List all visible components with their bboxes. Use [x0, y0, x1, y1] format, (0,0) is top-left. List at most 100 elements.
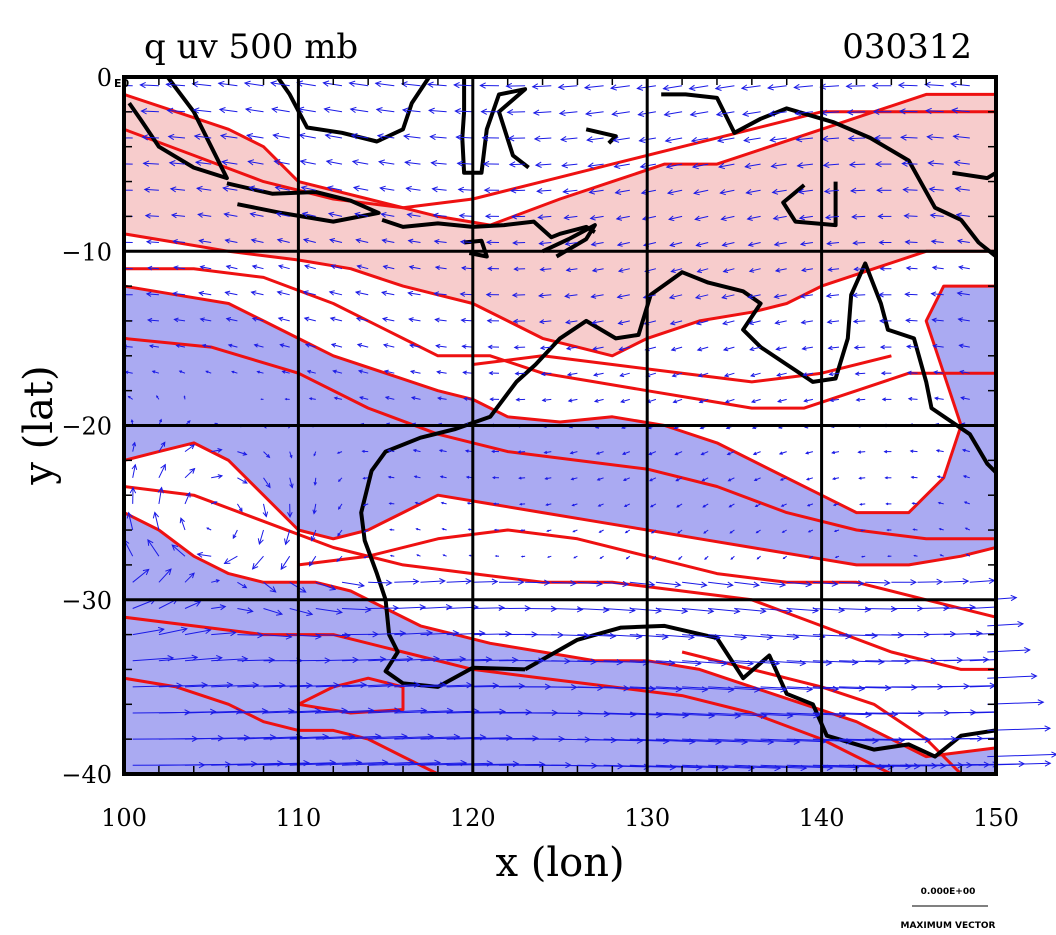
- wind-vector: [873, 134, 892, 142]
- wind-vector-shaft: [943, 606, 975, 609]
- wind-vector-shaft: [905, 293, 918, 296]
- wind-vector: [237, 477, 248, 484]
- wind-vector-shaft: [277, 239, 290, 243]
- wind-vector: [482, 160, 500, 168]
- wind-vector-shaft: [454, 84, 473, 87]
- wind-vector-head: [409, 343, 415, 349]
- wind-vector: [223, 555, 238, 565]
- wind-vector-shaft: [462, 267, 473, 270]
- wind-vector: [432, 212, 447, 219]
- wind-vector: [854, 371, 866, 376]
- wind-vector-head: [250, 290, 257, 296]
- wind-vector: [287, 503, 293, 519]
- wind-vector-shaft: [798, 189, 813, 193]
- wind-vector-shaft: [829, 372, 840, 375]
- wind-vector-head: [609, 84, 617, 91]
- wind-vector-head: [201, 343, 207, 348]
- wind-vector-shaft: [750, 372, 761, 377]
- wind-vector-head: [777, 398, 782, 403]
- wind-vector: [794, 109, 813, 117]
- wind-vector-shaft: [838, 686, 891, 689]
- wind-vector-shaft: [847, 111, 866, 113]
- wind-vector-head: [924, 81, 931, 88]
- wind-vector-head: [768, 110, 776, 117]
- wind-vector-head: [533, 135, 541, 142]
- wind-vector-shaft: [383, 344, 395, 348]
- wind-vector-shaft: [957, 240, 970, 243]
- wind-vector-head: [148, 344, 154, 349]
- wind-vector: [408, 265, 421, 270]
- wind-vector-head: [933, 370, 938, 375]
- wind-vector: [655, 581, 682, 588]
- wind-vector-head: [886, 528, 889, 532]
- plot-area: [124, 77, 996, 774]
- wind-vector: [487, 344, 500, 350]
- wind-vector-shaft: [446, 658, 492, 662]
- wind-vector: [302, 290, 316, 296]
- wind-vector-head: [636, 84, 644, 91]
- wind-vector-head: [260, 398, 263, 401]
- wind-vector-shaft: [324, 108, 343, 113]
- wind-vector: [734, 738, 801, 745]
- y-tick-label: −40: [61, 761, 112, 789]
- wind-vector-head: [616, 241, 623, 247]
- wind-vector-shaft: [603, 581, 629, 585]
- wind-vector: [312, 503, 317, 515]
- wind-vector-head: [701, 478, 705, 482]
- coastline: [381, 218, 596, 240]
- wind-vector-head: [364, 606, 372, 613]
- wind-vector: [336, 451, 343, 454]
- wind-vector-shaft: [613, 137, 630, 141]
- wind-vector-shaft: [723, 268, 735, 273]
- wind-vector-shaft: [382, 291, 395, 296]
- wind-vector-shaft: [289, 761, 362, 766]
- wind-vector-shaft: [620, 372, 630, 377]
- wind-vector-head: [906, 370, 912, 375]
- wind-vector-head: [650, 530, 654, 534]
- wind-vector-shaft: [341, 709, 400, 714]
- wind-vector: [341, 581, 365, 589]
- x-axis-label: x (lon): [495, 840, 624, 886]
- wind-vector-shaft: [385, 396, 395, 400]
- wind-vector-shaft: [618, 320, 630, 324]
- wind-vector-head: [139, 81, 146, 89]
- wind-vector: [263, 477, 271, 489]
- wind-vector-head: [173, 265, 179, 271]
- wind-vector: [328, 290, 343, 296]
- wind-vector-shaft: [642, 215, 657, 220]
- wind-vector-head: [517, 450, 522, 454]
- wind-vector-shaft: [848, 137, 866, 140]
- wind-vector-shaft: [409, 318, 421, 322]
- wind-vector: [308, 555, 317, 567]
- wind-vector-head: [171, 544, 179, 551]
- wind-vector: [491, 449, 500, 454]
- wind-vector-shaft: [184, 601, 201, 609]
- wind-vector-shaft: [263, 634, 292, 638]
- wind-vector: [625, 555, 631, 560]
- wind-vector-head: [740, 84, 748, 91]
- wind-vector-head: [537, 214, 544, 220]
- wind-vector-head: [465, 475, 470, 479]
- wind-vector-shaft: [544, 451, 552, 454]
- wind-vector-shaft: [768, 85, 787, 89]
- wind-vector-shaft: [302, 212, 316, 217]
- wind-vector: [749, 346, 761, 352]
- wind-vector-shaft: [368, 709, 427, 714]
- wind-vector-head: [382, 264, 388, 270]
- wind-vector: [158, 626, 188, 636]
- wind-vector-head: [1017, 620, 1025, 628]
- wind-vector: [147, 265, 159, 271]
- wind-vector-head: [625, 557, 629, 560]
- wind-vector-shaft: [211, 658, 248, 662]
- wind-vector: [772, 215, 787, 221]
- wind-vector-head: [158, 418, 162, 423]
- wind-vector-shaft: [671, 268, 683, 273]
- wind-vector-head: [433, 239, 440, 245]
- wind-vector: [743, 136, 761, 143]
- wind-vector-head: [225, 317, 232, 322]
- wind-vector-head: [432, 212, 439, 219]
- wind-vector-shaft: [925, 84, 944, 87]
- wind-vector-head: [707, 607, 715, 615]
- wind-vector-head: [693, 189, 700, 196]
- wind-vector: [519, 529, 526, 532]
